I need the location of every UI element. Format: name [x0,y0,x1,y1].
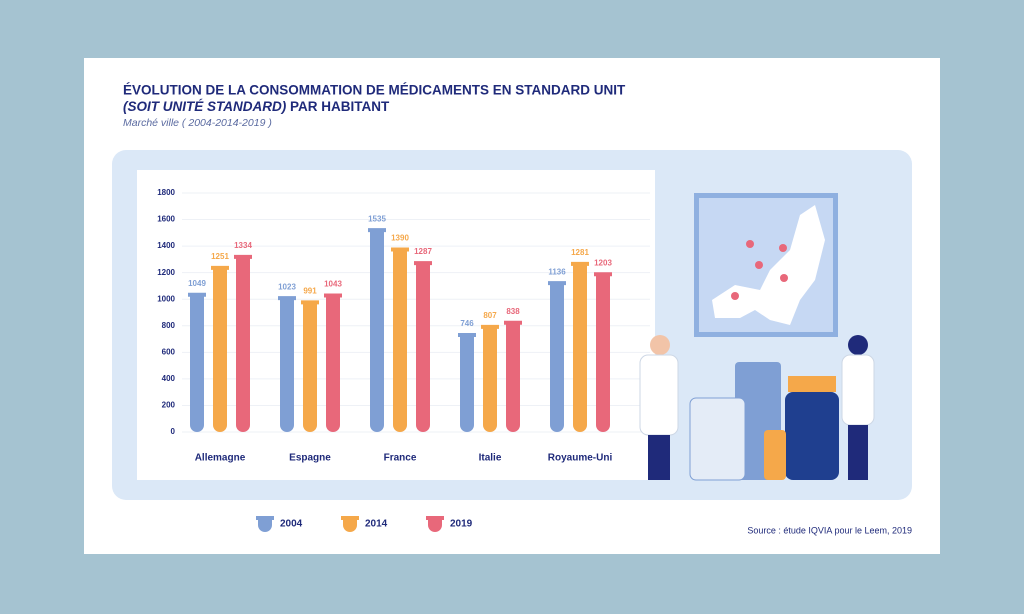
y-tick-label: 800 [162,321,176,330]
nurse-coat [841,354,875,426]
chart-title: (SOIT UNITÉ STANDARD) PAR HABITANT [123,99,390,114]
y-tick-label: 1200 [157,268,175,277]
bar [324,293,342,432]
y-tick-label: 400 [162,374,176,383]
value-label: 746 [460,319,474,328]
value-label: 1023 [278,282,296,291]
doctor-coat [639,354,679,436]
x-tick-label: Italie [479,453,502,464]
illustration [639,193,875,481]
value-label: 1535 [368,214,386,223]
bar [234,254,252,432]
value-label: 1251 [211,252,229,261]
value-label: 1287 [414,247,432,256]
legend-label: 2014 [365,519,388,530]
bar [368,228,386,432]
title-part: (SOIT UNITÉ STANDARD) [123,99,287,114]
bottle [764,430,786,480]
subtitle: Marché ville ( 2004-2014-2019 ) [123,117,272,129]
value-label: 1136 [548,267,566,276]
bar [278,296,296,432]
value-label: 1390 [391,234,409,243]
value-label: 838 [506,307,520,316]
y-tick-label: 1800 [157,188,175,197]
value-label: 1043 [324,280,342,289]
map-pins [731,240,788,300]
x-tick-label: Allemagne [195,453,246,464]
bar [301,300,319,432]
bar [571,261,589,432]
doctor-legs [648,435,670,480]
value-label: 807 [483,311,497,320]
bar [504,320,522,432]
jar-lid [788,376,836,392]
legend-swatch [256,516,274,532]
bar [458,332,476,432]
jar [785,392,839,480]
chart-title: ÉVOLUTION DE LA CONSOMMATION DE MÉDICAME… [123,83,626,98]
title-part: PAR HABITANT [290,99,390,114]
bar [211,265,229,432]
legend-swatch [341,516,359,532]
nurse-head [848,335,868,355]
x-tick-label: Espagne [289,453,331,464]
doctor-head [650,335,670,355]
x-tick-label: France [384,453,417,464]
nurse-legs [848,425,868,480]
bar [391,247,409,432]
y-tick-label: 1400 [157,241,175,250]
source: Source : étude IQVIA pour le Leem, 2019 [747,525,912,535]
value-label: 1049 [188,279,206,288]
legend-label: 2019 [450,519,473,530]
y-tick-label: 1000 [157,294,175,303]
value-label: 991 [303,287,317,296]
bar [188,292,206,432]
value-label: 1203 [594,258,612,267]
blister [689,397,746,481]
y-tick-label: 600 [162,347,176,356]
bar [594,272,612,432]
x-tick-label: Royaume-Uni [548,453,613,464]
map-land [712,205,825,325]
value-label: 1334 [234,241,252,250]
value-label: 1281 [571,248,589,257]
y-tick-label: 0 [171,427,176,436]
legend-label: 2004 [280,519,303,530]
bar [414,261,432,432]
y-tick-label: 1600 [157,215,175,224]
bar [548,281,566,432]
bar [481,324,499,432]
legend-swatch [426,516,444,532]
y-tick-label: 200 [162,401,176,410]
